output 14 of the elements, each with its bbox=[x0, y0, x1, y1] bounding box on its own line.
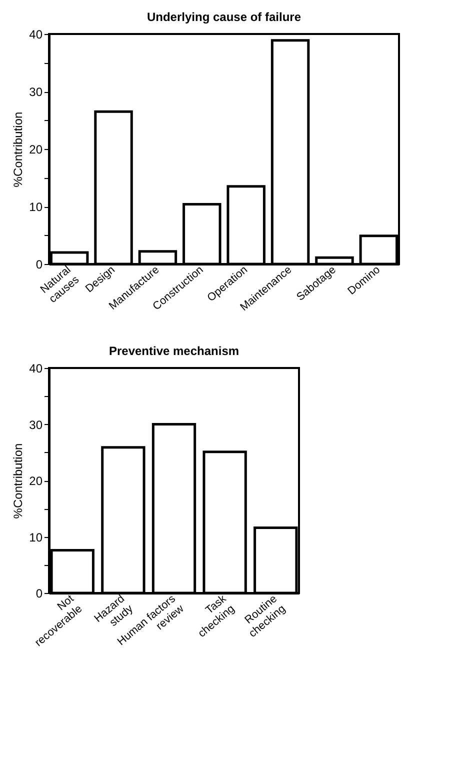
y-tick-label: 10 bbox=[29, 530, 43, 544]
y-tick-label: 0 bbox=[36, 586, 43, 600]
chart-title: Preventive mechanism bbox=[108, 344, 240, 358]
chart-title: Underlying cause of failure bbox=[146, 10, 302, 24]
y-tick-label: 20 bbox=[29, 474, 43, 488]
y-axis-title: %Contribution bbox=[11, 112, 26, 188]
y-axis-title: %Contribution bbox=[11, 443, 26, 519]
y-tick-label: 0 bbox=[36, 258, 43, 272]
y-tick-label: 40 bbox=[29, 28, 43, 42]
y-tick-label: 10 bbox=[29, 200, 43, 214]
y-tick-label: 40 bbox=[29, 362, 43, 376]
y-tick-label: 20 bbox=[29, 142, 43, 156]
y-tick-label: 30 bbox=[29, 418, 43, 432]
y-tick-label: 30 bbox=[29, 85, 43, 99]
